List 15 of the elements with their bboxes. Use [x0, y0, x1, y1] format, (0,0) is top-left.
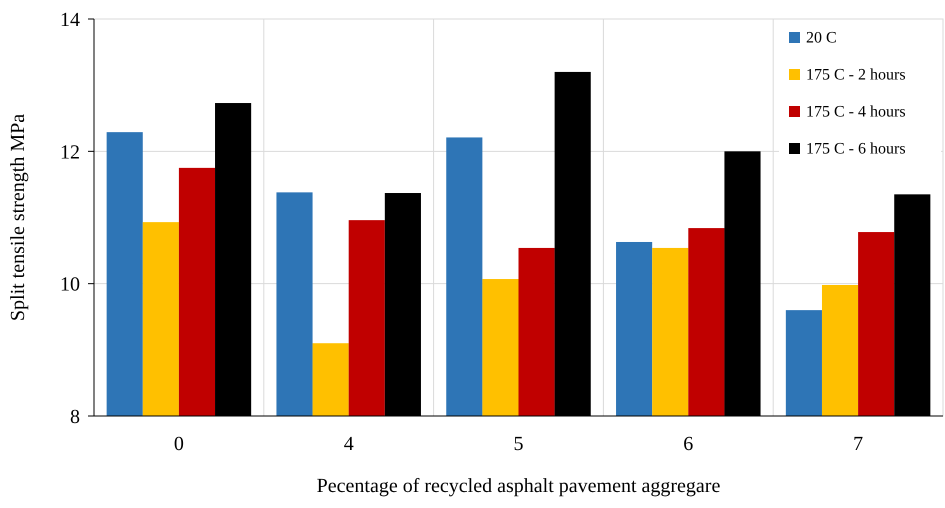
y-tick-label: 8 — [70, 406, 80, 428]
legend-label: 20 C — [806, 30, 837, 47]
y-axis-title: Split tensile strength MPa — [7, 114, 29, 322]
y-tick-label: 12 — [60, 141, 80, 164]
legend-label: 175 C - 4 hours — [806, 104, 906, 121]
y-tick-label: 14 — [60, 9, 80, 31]
x-tick-label: 4 — [344, 433, 354, 455]
legend-label: 175 C - 6 hours — [806, 140, 906, 158]
y-tick-label: 10 — [60, 274, 80, 296]
x-tick-label: 5 — [514, 433, 524, 455]
legend-label: 175 C - 2 hours — [806, 66, 906, 84]
x-tick-label: 6 — [683, 433, 694, 455]
x-tick-label: 0 — [174, 433, 184, 455]
x-axis-title: Pecentage of recycled asphalt pavement aggregare — [316, 475, 720, 497]
x-tick-label: 7 — [853, 433, 864, 455]
